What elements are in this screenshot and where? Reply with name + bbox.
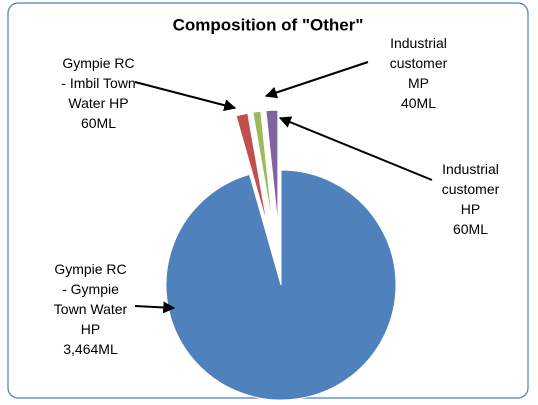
category-label: Gympie RC - Gympie Town Water HP <box>53 261 128 337</box>
category-label: Industrial customer MP <box>389 35 448 91</box>
data-label: Industrial customer MP 40ML <box>381 33 456 113</box>
leader <box>278 116 433 181</box>
pie-slice <box>165 169 397 401</box>
chart-title: Composition of "Other" <box>173 15 364 34</box>
data-label: Industrial customer HP 60ML <box>433 159 508 239</box>
category-label: Gympie RC - Imbil Town Water HP <box>61 55 136 111</box>
pie-slice <box>252 110 274 226</box>
category-label: Industrial customer HP <box>441 161 500 217</box>
value-label: 60ML <box>80 115 117 131</box>
pie-slice <box>235 112 269 227</box>
pie-slice <box>265 109 279 226</box>
leader <box>264 61 369 99</box>
pie <box>165 109 397 401</box>
leader <box>134 81 237 112</box>
value-label: 3,464ML <box>63 341 118 357</box>
data-label: Gympie RC - Imbil Town Water HP 60ML <box>61 53 136 133</box>
leader <box>134 301 176 314</box>
value-label: 40ML <box>400 95 437 111</box>
value-label: 60ML <box>452 221 489 237</box>
data-label: Gympie RC - Gympie Town Water HP 3,464ML <box>53 259 128 359</box>
